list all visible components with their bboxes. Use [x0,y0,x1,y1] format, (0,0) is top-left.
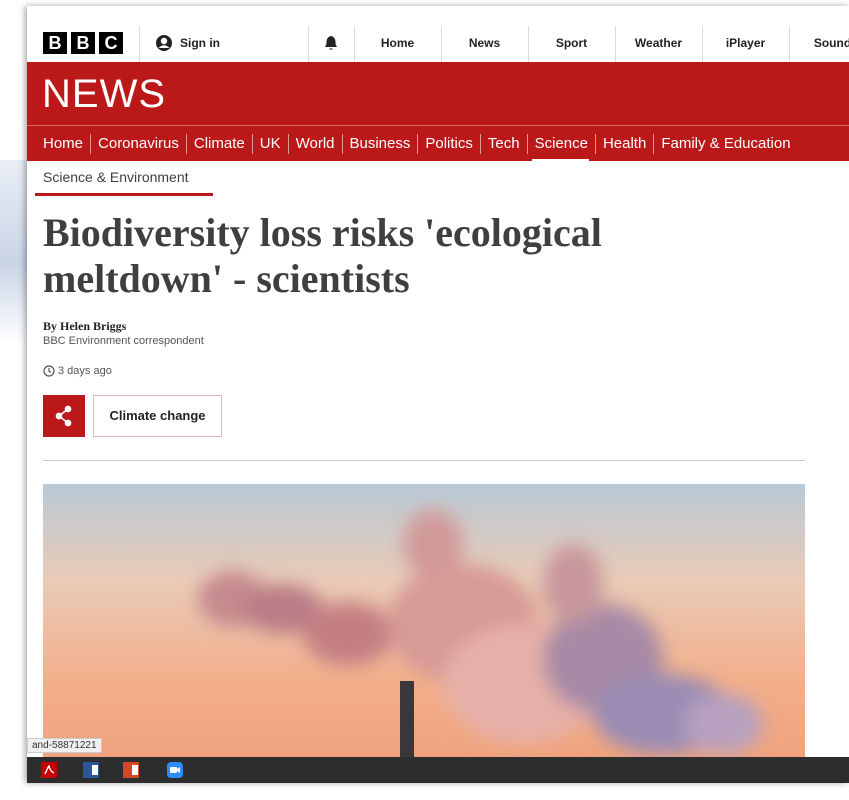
clock-icon [43,365,55,377]
timestamp: 3 days ago [58,365,112,377]
nav-link[interactable]: Weather [615,22,702,64]
topic-tag[interactable]: Climate change [93,395,222,437]
notification-bell[interactable] [324,35,338,51]
zoom-icon[interactable] [167,762,183,778]
section-link[interactable]: Business [343,134,419,154]
logo-letter[interactable]: B [43,32,67,54]
section-link[interactable]: Science [528,134,596,154]
section-underline [35,193,213,196]
separator [139,26,140,62]
headline-line: Biodiversity loss risks 'ecological [43,210,602,256]
nav-link[interactable]: News [441,22,528,64]
pdf-icon[interactable] [41,762,57,778]
section-link[interactable]: Politics [418,134,481,154]
author-role: BBC Environment correspondent [43,335,204,347]
powerpoint-icon[interactable] [123,762,139,778]
section-link[interactable]: UK [253,134,289,154]
divider [43,460,805,461]
sign-in-link[interactable]: Sign in [180,22,220,64]
section-label[interactable]: Science & Environment [43,169,189,185]
background-window [0,160,27,420]
section-link[interactable]: World [289,134,343,154]
news-banner: NEWS [27,62,849,125]
section-link[interactable]: Family & Education [654,134,797,154]
user-icon [155,34,173,52]
section-link[interactable]: Coronavirus [91,134,187,154]
taskbar [27,757,849,783]
byline: By Helen Briggs [43,319,126,334]
section-link[interactable]: Home [43,134,91,154]
logo-letter[interactable]: C [99,32,123,54]
page: {"browser": {"status_url": "and-58871221… [0,0,849,800]
headline-line: meltdown' - scientists [43,256,602,302]
section-link[interactable]: Climate [187,134,253,154]
section-link[interactable]: Tech [481,134,528,154]
logo-letter[interactable]: B [71,32,95,54]
news-title[interactable]: NEWS [42,72,166,116]
nav-link[interactable]: iPlayer [702,22,789,64]
share-button[interactable] [43,395,85,437]
separator [308,26,309,62]
status-url: and-58871221 [27,738,102,753]
nav-link[interactable]: Sport [528,22,615,64]
nav-link[interactable]: Sound [789,22,849,64]
word-icon[interactable] [83,762,99,778]
section-link[interactable]: Health [596,134,654,154]
nav-link[interactable]: Home [354,22,441,64]
article-image [43,484,805,759]
